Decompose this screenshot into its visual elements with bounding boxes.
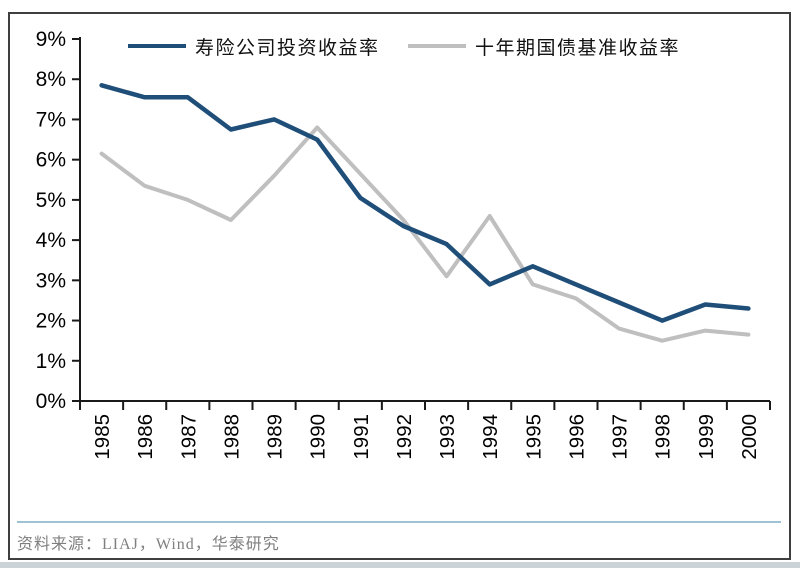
x-axis-label: 1993: [436, 414, 459, 460]
x-axis-label: 1996: [565, 414, 588, 460]
x-axis-label: 1989: [264, 414, 287, 460]
y-axis-label: 8%: [36, 68, 66, 91]
y-axis-label: 1%: [36, 350, 66, 373]
y-axis-label: 3%: [36, 269, 66, 292]
x-axis-label: 1986: [134, 414, 157, 460]
series-line-insurer-return: [99, 83, 751, 323]
figure-border-frame: [8, 12, 791, 560]
legend-item-govbond-yield: 十年期国债基准收益率: [408, 34, 681, 59]
y-axis-label: 0%: [36, 390, 66, 413]
source-note: 资料来源：LIAJ，Wind，华泰研究: [17, 536, 280, 553]
footer-divider-line: [17, 521, 781, 523]
x-axis-label: 1992: [393, 414, 416, 460]
x-axis-label: 1999: [695, 414, 718, 460]
x-axis-label: 1991: [350, 414, 373, 460]
series-line-govbond-yield: [99, 125, 751, 343]
legend-line-swatch-blue: [128, 44, 186, 48]
y-axis-label: 5%: [36, 189, 66, 212]
y-axis-label: 4%: [36, 229, 66, 252]
legend-item-insurer-return: 寿险公司投资收益率: [128, 34, 380, 59]
chart-legend: 寿险公司投资收益率 十年期国债基准收益率: [0, 34, 800, 60]
page-bottom-strip: [0, 562, 800, 568]
y-axis-label: 6%: [36, 149, 66, 172]
x-axis-label: 1985: [91, 414, 114, 460]
x-axis-label: 1990: [307, 414, 330, 460]
y-axis-label: 7%: [36, 108, 66, 131]
legend-line-swatch-gray: [408, 44, 466, 48]
x-axis-label: 1988: [220, 414, 243, 460]
y-axis-label: 2%: [36, 310, 66, 333]
x-axis-label: 1997: [609, 414, 632, 460]
x-axis-label: 1994: [479, 414, 502, 460]
legend-label-govbond-yield: 十年期国债基准收益率: [475, 37, 681, 59]
x-axis-label: 1987: [177, 414, 200, 460]
x-axis-label: 2000: [738, 414, 761, 460]
legend-label-insurer-return: 寿险公司投资收益率: [195, 37, 380, 59]
x-axis-label: 1995: [522, 414, 545, 460]
y-axis-label: 9%: [36, 28, 66, 51]
x-axis-label: 1998: [652, 414, 675, 460]
